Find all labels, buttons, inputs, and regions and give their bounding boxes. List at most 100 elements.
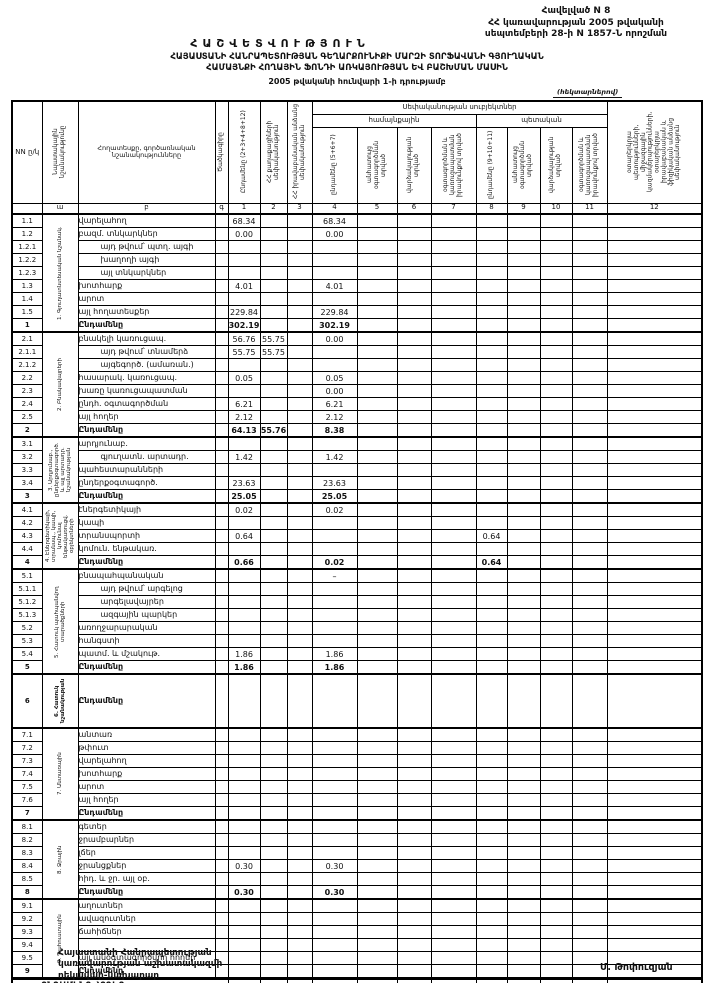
value-cell: 0.30 [227,859,261,873]
value-cell [539,410,573,424]
code-cell: գ [214,202,229,215]
value-cell [539,819,573,834]
row-label: լճեր [77,846,216,860]
code-cell: 3 [286,202,313,215]
table-row: 2.1 2. Բնակավայրերի բնակելի կառուցապ. 56.76… [11,331,703,438]
row-code [214,331,229,346]
col-header-state: պետական [475,113,608,128]
table-row: 9.1 9. Պահուստային աղուտներ [11,898,703,979]
value-cell [506,397,541,411]
value-cell [539,912,573,926]
value-cell [606,529,703,543]
value-cell [606,673,703,729]
value-cell [259,436,288,451]
row-label: ջրամբարներ [77,833,216,847]
value-cell [227,384,261,398]
value-cell [227,595,261,609]
col-header-state-total: ընդամենը (9+10+11) [475,126,508,204]
value-cell [311,358,358,372]
value-cell [356,977,398,983]
value-cell [571,318,608,333]
value-cell [396,529,432,543]
value-cell [396,912,432,926]
value-cell [286,608,313,622]
row-label: այլ հողեր [77,793,216,807]
value-cell [539,951,573,965]
value-cell [475,240,508,254]
row-label: այլ հողեր [77,410,216,424]
value-cell [396,595,432,609]
value-cell [475,384,508,398]
row-code [214,754,229,768]
value-cell [430,741,477,755]
row-label: այգեգործ. (ամառան.) [77,358,216,372]
row-no: 1.2.1 [11,240,43,254]
row-label: խառը կառուցապատման [77,384,216,398]
code-cell: 7 [430,202,477,215]
value-cell [396,925,432,939]
col-header-state-use-right: օգտագործման և կառուցապատման իրավունքով տ… [571,126,608,204]
table-row: 2.2 հասարակ. կառուցապ. 0.05 0.05 [11,371,703,385]
value-cell [356,793,398,807]
value-cell [506,634,541,648]
value-cell [430,767,477,781]
row-no: 3 [11,489,43,504]
col-header-community-total: ընդամենը (5+6+7) [311,126,358,204]
value-cell [286,912,313,926]
value-cell [506,516,541,530]
value-cell: 0.64 [475,555,508,570]
value-cell [227,516,261,530]
code-cell: բ [77,202,216,215]
value-cell [259,240,288,254]
value-cell [606,371,703,385]
value-cell [356,213,398,228]
value-cell [396,384,432,398]
value-cell [396,608,432,622]
value-cell [606,345,703,359]
value-cell [606,912,703,926]
value-cell [286,253,313,267]
row-no: 4.2 [11,516,43,530]
value-cell: 1.42 [227,450,261,464]
value-cell [396,806,432,821]
table-row: 1.2.1 այդ թվում՝ պտղ. այգի [11,240,703,254]
value-cell [571,767,608,781]
value-cell [539,833,573,847]
code-cell: 10 [539,202,573,215]
value-cell [286,806,313,821]
row-label: թփուտ [77,741,216,755]
value-cell [539,253,573,267]
value-cell [356,634,398,648]
value-cell [506,384,541,398]
value-cell [506,885,541,900]
value-cell [430,780,477,794]
value-cell [539,885,573,900]
value-cell [286,767,313,781]
row-no: 5.1 [11,568,43,583]
appendix-reference: Հավելված N 8 ՀՀ կառավարության 2005 թվակա… [446,6,706,41]
value-cell: 337.80 [311,977,358,983]
row-code [214,767,229,781]
value-cell [430,885,477,900]
table-row: 9.2 ավազուտներ [11,912,703,926]
value-cell [571,213,608,228]
value-cell: 0.05 [227,371,261,385]
value-cell [475,213,508,228]
col-header-nn: NN ը/կ [11,100,43,204]
col-header-foreign: օտարերկրյա պետությունների, միջազգային կա… [606,100,703,204]
value-cell [571,410,608,424]
appendix-line: ՀՀ կառավարության 2005 թվականի [488,17,664,28]
value-cell [311,754,358,768]
value-cell [259,660,288,675]
value-cell [430,397,477,411]
value-cell [311,529,358,543]
row-label: Ընդամենը [77,673,216,729]
value-cell [227,253,261,267]
row-no: 2.1 [11,331,43,346]
value-cell [571,423,608,438]
table-row: 7.6 այլ հողեր [11,793,703,807]
row-no: 2.5 [11,410,43,424]
value-cell [506,213,541,228]
table-row: 1.1 1. Գյուղատնտեսական նշանակ. վարելահող 68… [11,213,703,333]
value-cell [286,555,313,570]
